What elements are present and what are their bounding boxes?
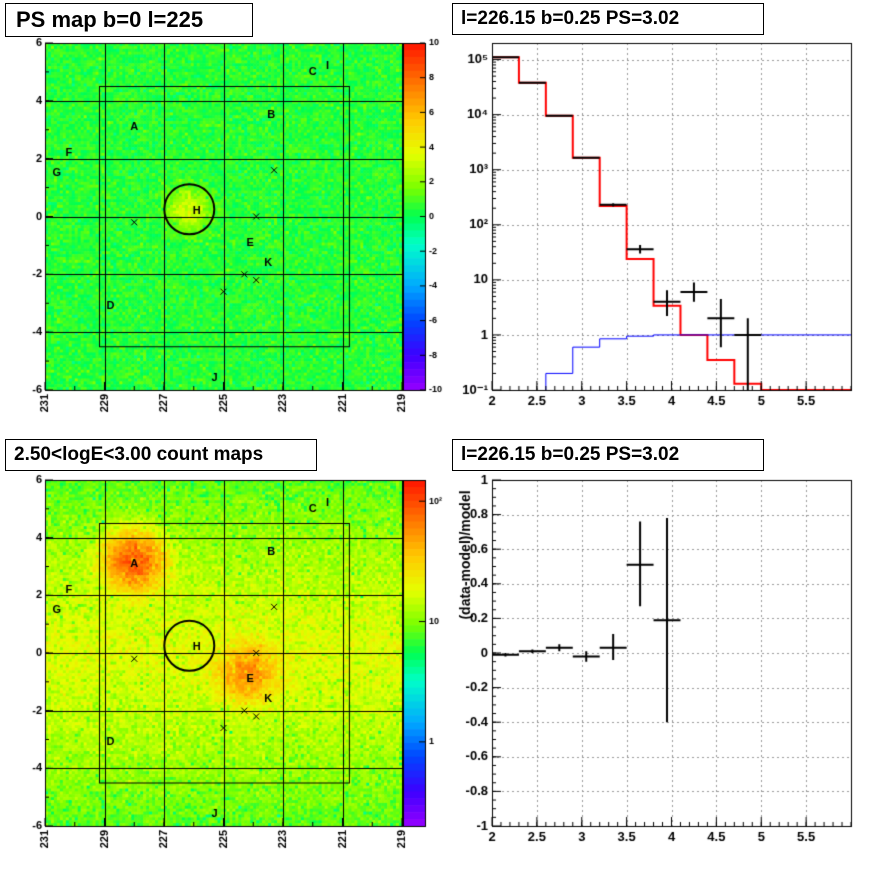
count-map-title: 2.50<logE<3.00 count maps [5, 439, 317, 471]
spectrum-title: l=226.15 b=0.25 PS=3.02 [452, 3, 764, 35]
ps-map-title: PS map b=0 l=225 [5, 3, 253, 37]
residual-title: l=226.15 b=0.25 PS=3.02 [452, 439, 764, 471]
